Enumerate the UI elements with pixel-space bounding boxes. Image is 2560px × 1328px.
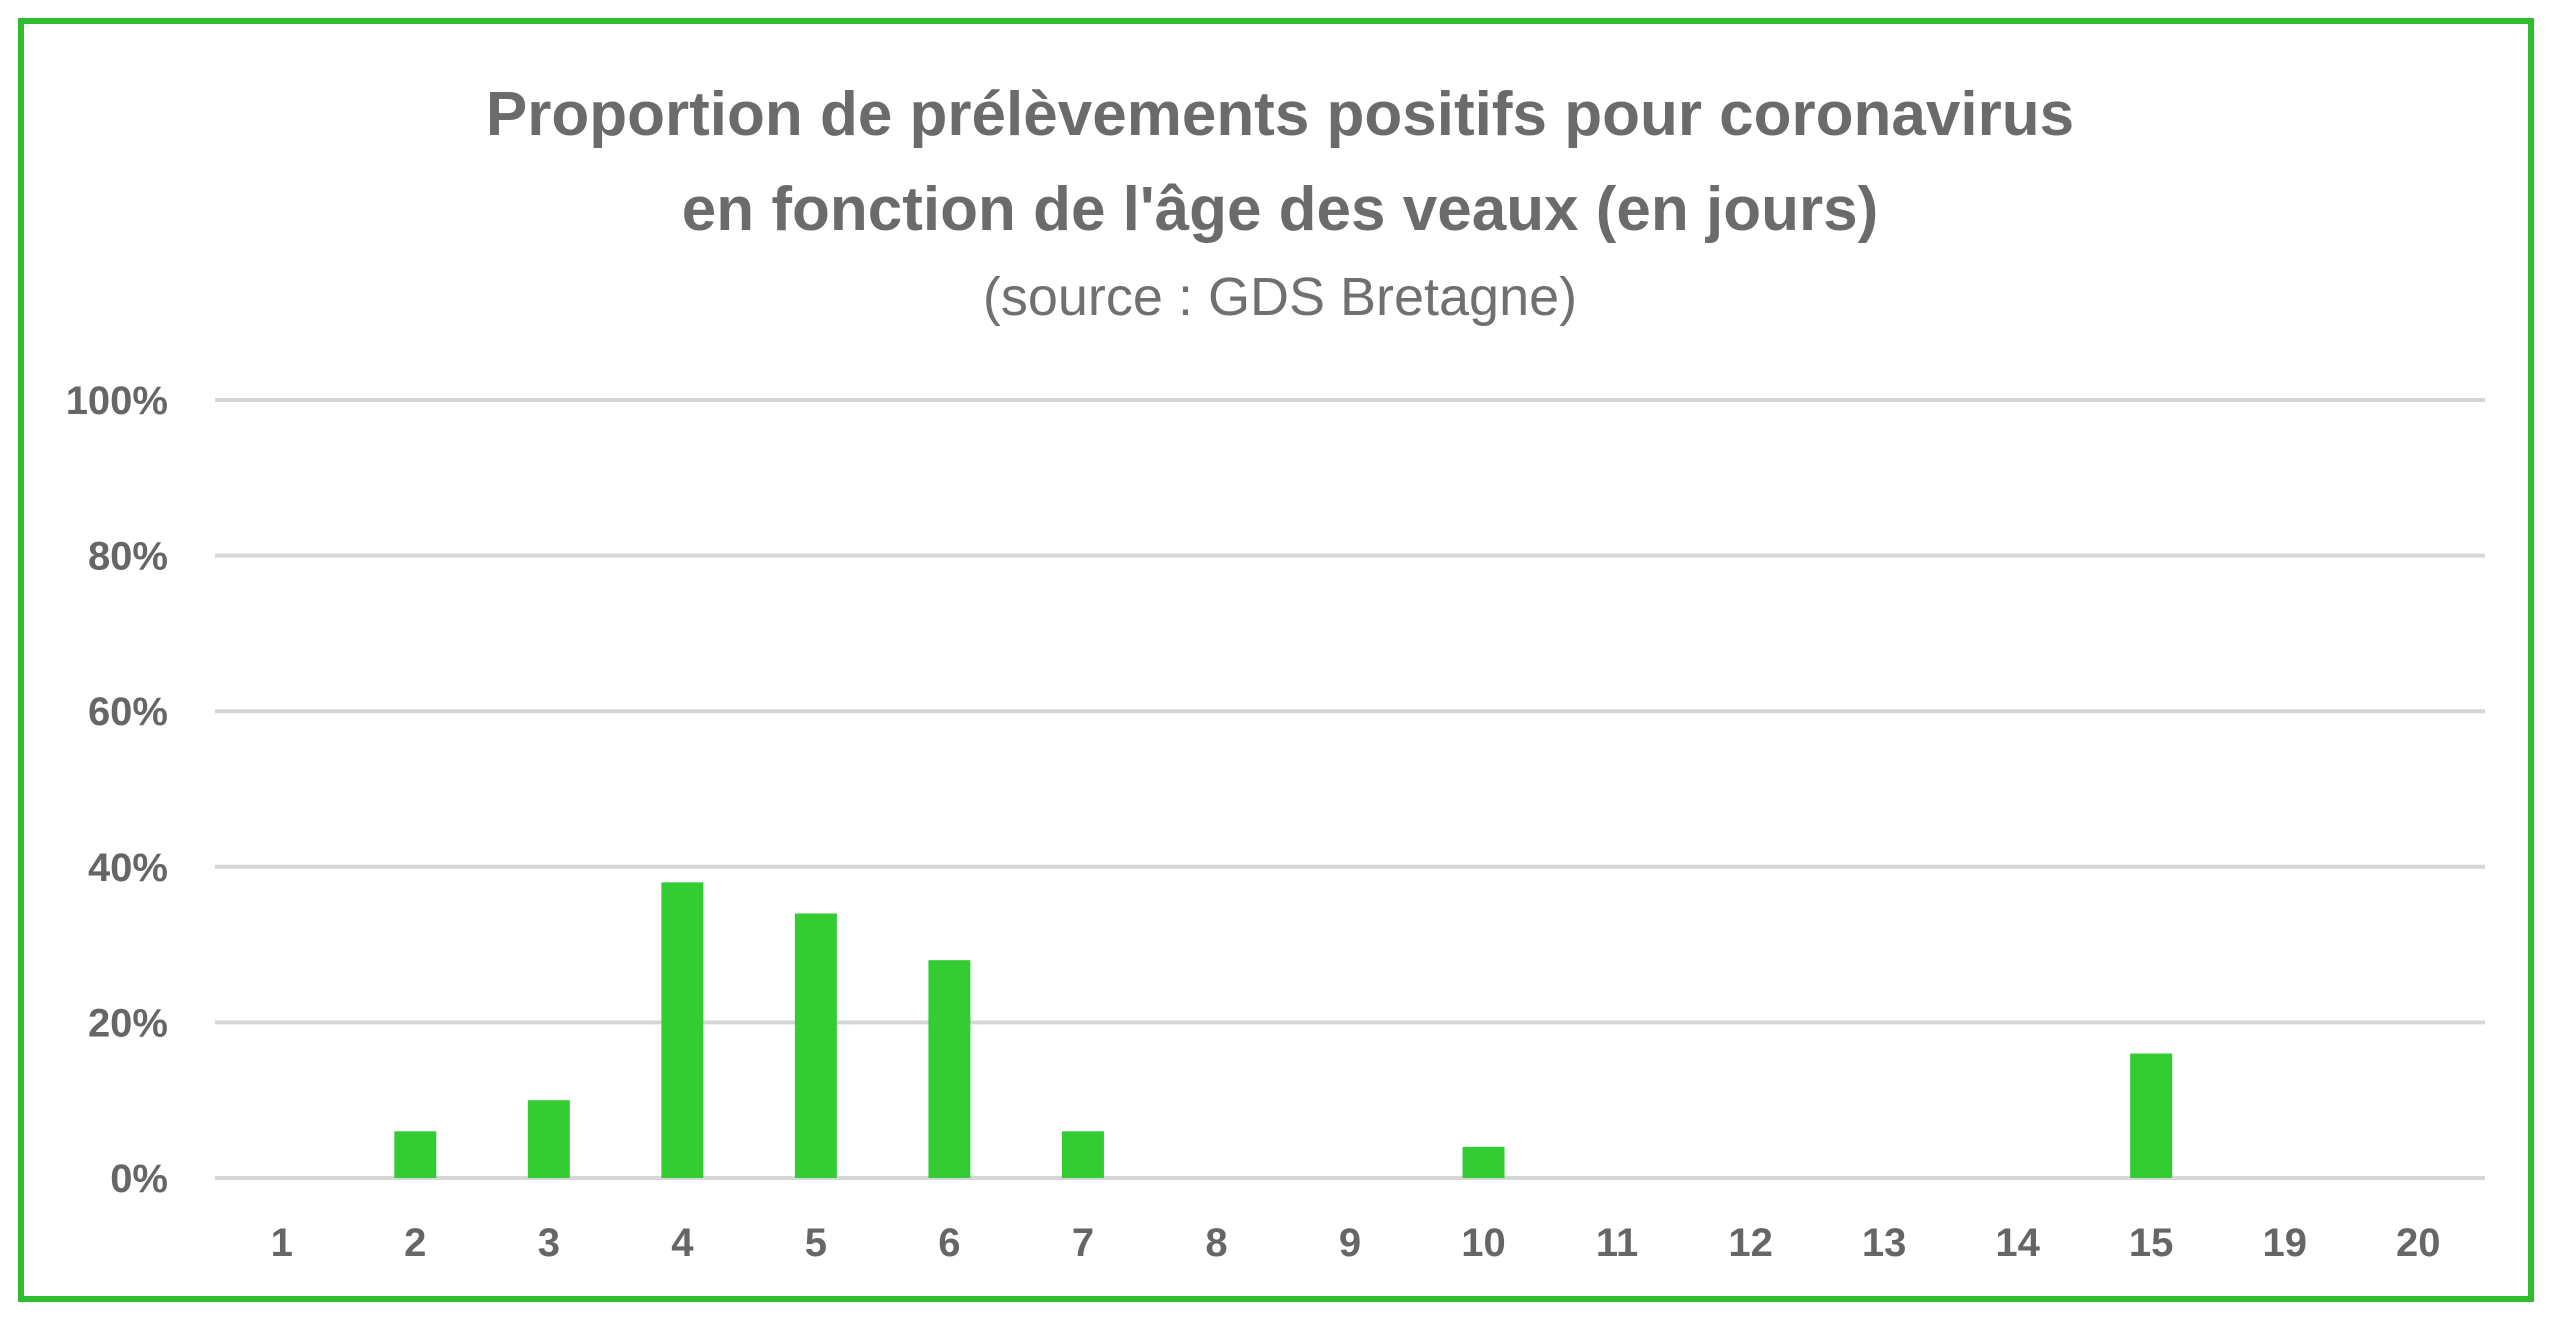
bar [661,882,704,1178]
x-tick-label: 6 [938,1221,960,1265]
x-tick-label: 8 [1205,1221,1227,1265]
bar [1061,1131,1104,1178]
chart-frame [18,18,2534,1302]
bar [394,1131,437,1178]
x-tick-label: 7 [1072,1221,1094,1265]
x-tick-label: 19 [2262,1221,2307,1265]
x-tick-label: 5 [805,1221,827,1265]
y-axis-ticks: 0% 20% 40% 60% 80% 100% [66,379,168,1201]
bar [527,1100,570,1178]
gridlines [215,398,2485,1180]
x-tick-label: 20 [2396,1221,2441,1265]
bar [2130,1053,2173,1178]
chart-subtitle: (source : GDS Bretagne) [983,267,1577,327]
y-tick-label: 20% [88,1001,168,1045]
y-tick-label: 40% [88,846,168,890]
x-tick-label: 14 [1995,1221,2040,1265]
y-tick-label: 100% [66,379,168,423]
x-tick-label: 10 [1461,1221,1506,1265]
y-tick-label: 80% [88,535,168,579]
x-tick-label: 15 [2129,1221,2174,1265]
y-tick-label: 60% [88,690,168,734]
bar [928,960,971,1178]
x-tick-label: 3 [538,1221,560,1265]
bar [1462,1146,1505,1178]
x-tick-label: 1 [271,1221,293,1265]
chart-title-line-2: en fonction de l'âge des veaux (en jours… [682,175,1878,244]
bar [794,913,837,1178]
x-tick-label: 12 [1728,1221,1773,1265]
x-tick-label: 4 [671,1221,694,1265]
y-tick-label: 0% [110,1157,168,1201]
x-axis-ticks: 1 2 3 4 5 6 7 8 9 10 11 12 13 14 15 19 20 [271,1221,2441,1265]
x-tick-label: 2 [404,1221,426,1265]
chart-title-line-1: Proportion de prélèvements positifs pour… [486,80,2074,149]
x-tick-label: 11 [1596,1221,1638,1265]
x-tick-label: 13 [1862,1221,1907,1265]
x-tick-label: 9 [1339,1221,1361,1265]
chart-title: Proportion de prélèvements positifs pour… [486,80,2074,244]
bars [394,882,2173,1178]
